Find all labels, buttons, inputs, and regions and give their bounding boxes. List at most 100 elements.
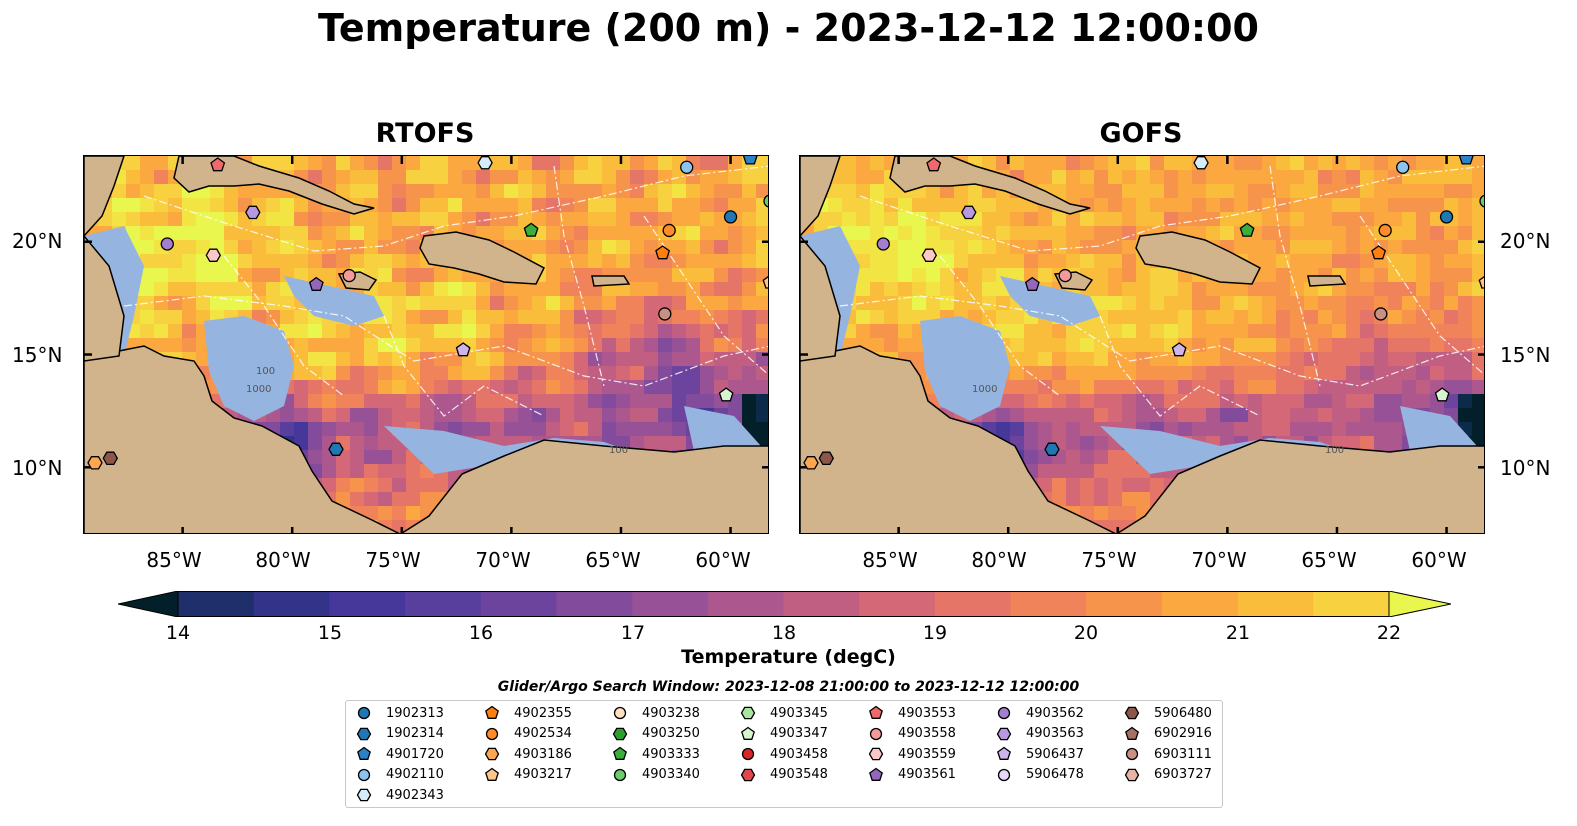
circle-marker-icon [357, 768, 371, 781]
shelf-area [284, 276, 384, 326]
legend-marker [613, 746, 627, 760]
land-area [84, 345, 400, 533]
float-marker [102, 451, 119, 466]
legend-item: 4902343 [356, 785, 444, 805]
legend-item: 4903458 [740, 744, 828, 764]
float-marker [723, 210, 738, 224]
contour-label: 100 [1325, 445, 1344, 456]
panel-title-rtofs: RTOFS [375, 118, 475, 149]
lat-tick-label: 10°N [12, 456, 63, 480]
legend-label: 4903559 [898, 746, 956, 762]
land-area [591, 275, 631, 287]
boundary-line [939, 255, 1061, 397]
legend-label: 4902355 [514, 705, 572, 721]
legend-item: 6902916 [1124, 724, 1212, 744]
colorbar-segment [632, 591, 709, 617]
legend-marker [1124, 768, 1140, 781]
hexagon-marker-icon [740, 706, 756, 720]
contour-label: 1000 [972, 384, 997, 395]
legend-item: 5906478 [996, 765, 1084, 785]
float-marker [1396, 160, 1410, 174]
map-svg: 100 1000 100 [84, 156, 768, 533]
figure-title: Temperature (200 m) - 2023-12-12 12:00:0… [317, 6, 1259, 50]
legend-label: 4903553 [898, 705, 956, 721]
colorbar-segment [707, 591, 784, 617]
float-marker [1378, 223, 1392, 238]
float-marker [1458, 156, 1474, 165]
pentagon-marker-icon [485, 705, 499, 719]
float-marker [742, 156, 758, 165]
legend-marker [612, 727, 628, 740]
hexagon-marker-icon [356, 727, 372, 740]
float-marker [342, 268, 356, 283]
float-marker [1058, 268, 1072, 283]
colorbar-segment [178, 591, 255, 617]
legend-item: 4903345 [740, 703, 828, 723]
legend-item: 4903548 [740, 765, 828, 785]
lon-tick-label: 65°W [1301, 548, 1357, 572]
legend-label: 6902916 [1154, 726, 1212, 741]
boundary-line [553, 165, 605, 387]
float-marker [245, 205, 261, 220]
legend-marker [357, 768, 371, 781]
colorbar-segment [1161, 591, 1239, 617]
colorbar-segment [783, 591, 860, 617]
float-marker [1439, 210, 1454, 224]
legend-marker [1125, 747, 1139, 761]
colorbar-segment [556, 591, 633, 617]
legend-item: 4902110 [356, 765, 444, 785]
legend-marker [1125, 726, 1139, 740]
land-area [800, 345, 1116, 533]
legend-marker [741, 747, 755, 761]
legend-label: 6903727 [1154, 767, 1212, 782]
hexagon-marker-icon [740, 768, 756, 781]
hexagon-marker-icon [868, 747, 884, 761]
float-marker [1371, 245, 1387, 260]
legend-marker [868, 747, 884, 761]
boundary-line [383, 315, 545, 417]
circle-marker-icon [357, 706, 371, 720]
lon-tick-label: 60°W [695, 548, 751, 572]
boundary-line [1269, 165, 1321, 387]
legend-label: 4903561 [898, 767, 956, 782]
lon-tick-label: 70°W [1191, 548, 1247, 572]
legend-item: 4903186 [484, 744, 572, 764]
lon-tick-label: 85°W [862, 548, 918, 572]
land-area [889, 156, 1091, 215]
colorbar-tick: 21 [1225, 622, 1251, 644]
circle-marker-icon [1125, 747, 1139, 761]
float-marker [876, 237, 890, 251]
lon-tick-label: 60°W [1411, 548, 1467, 572]
legend-marker [997, 746, 1011, 760]
legend-label: 5906480 [1154, 705, 1212, 721]
legend-marker [740, 768, 756, 781]
legend-marker [485, 705, 499, 719]
float-marker [1171, 342, 1187, 357]
lon-tick-label: 85°W [146, 548, 202, 572]
legend-marker [613, 706, 627, 720]
lon-tick-label: 75°W [365, 548, 421, 572]
legend-item: 4903250 [612, 724, 700, 744]
contour-label: 1000 [246, 384, 271, 395]
legend-label: 4903217 [514, 767, 572, 782]
legend-label: 4903558 [898, 726, 956, 741]
float-marker [662, 223, 676, 238]
float-marker [205, 248, 222, 262]
legend-label: 4903548 [770, 767, 828, 782]
legend-marker [997, 768, 1011, 781]
legend-item: 4903553 [868, 703, 956, 723]
legend-item: 4903217 [484, 765, 572, 785]
circle-marker-icon [997, 706, 1011, 720]
circle-marker-icon [613, 706, 627, 720]
legend-item: 4903333 [612, 744, 700, 764]
lon-tick-label: 70°W [475, 548, 531, 572]
legend-item: 4901720 [356, 744, 444, 764]
legend-marker [613, 768, 627, 781]
colorbar-segment [405, 591, 482, 617]
float-marker [762, 275, 768, 289]
panel-title-gofs: GOFS [1099, 118, 1183, 149]
contour-label: 100 [256, 366, 275, 377]
pentagon-marker-icon [997, 746, 1011, 760]
boundary-line [643, 215, 768, 376]
float-marker [658, 307, 672, 321]
